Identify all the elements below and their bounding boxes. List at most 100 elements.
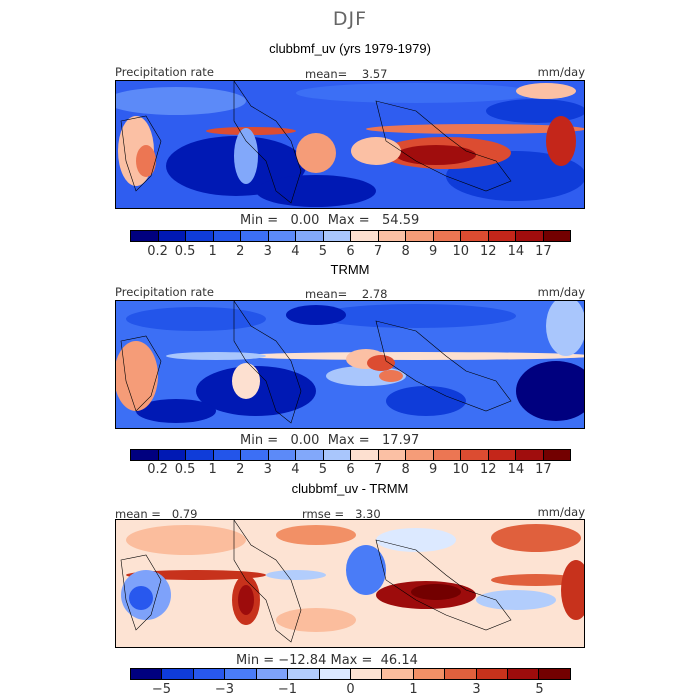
colorbar-swatch — [267, 231, 295, 241]
colorbar-tick-label: −3 — [214, 682, 235, 697]
panel1-title: clubbmf_uv (yrs 1979-1979) — [269, 41, 431, 56]
colorbar-swatch — [350, 450, 378, 460]
colorbar-tick-label: 2 — [236, 462, 245, 477]
colorbar-tick-label: −1 — [277, 682, 298, 697]
colorbar-tick-label: 14 — [507, 244, 525, 259]
colorbar-swatch — [295, 450, 323, 460]
panel3-map — [115, 519, 585, 648]
colorbar-tick-label: −5 — [151, 682, 172, 697]
panel2-variable-label: Precipitation rate — [115, 285, 214, 299]
panel3-mean-value: 0.79 — [171, 507, 198, 521]
colorbar-swatch — [405, 450, 433, 460]
panel3-mean-label: mean = — [115, 507, 161, 521]
colorbar-swatch — [349, 669, 382, 679]
panel1-min-value: 0.00 — [290, 213, 320, 228]
colorbar-swatch — [444, 669, 476, 679]
colorbar-swatch — [131, 669, 162, 679]
panel3-title: clubbmf_uv - TRMM — [291, 481, 409, 496]
colorbar-tick-label: 12 — [480, 244, 497, 259]
colorbar-tick-label: 10 — [452, 462, 470, 477]
panel2-min-value: 0.00 — [290, 433, 320, 448]
panel2-max-label: Max = — [327, 433, 370, 448]
panel3-max-value: 46.14 — [380, 653, 418, 668]
panel2-max-value: 17.97 — [382, 433, 420, 448]
colorbar-swatch — [224, 669, 256, 679]
colorbar-swatch — [507, 669, 539, 679]
panel2-map-field — [116, 301, 584, 428]
colorbar-tick-label: 0.2 — [147, 462, 168, 477]
panel2-mean-label: mean= — [305, 287, 348, 301]
colorbar-swatch — [542, 231, 570, 241]
panel2-minmax: Min = 0.00 Max = 17.97 — [240, 433, 419, 448]
colorbar-swatch — [157, 450, 185, 460]
panel3-min-value: −12.84 — [278, 653, 327, 668]
colorbar-swatch — [131, 231, 158, 241]
panel3-min-label: Min = — [236, 653, 275, 668]
colorbar-swatch — [131, 450, 158, 460]
panel2-colorbar-ticks: 0.2 0.5 1 2 3 4 5 6 7 8 9 10 12 14 17 — [130, 462, 571, 478]
colorbar-tick-label: 17 — [535, 462, 552, 477]
colorbar-swatch — [255, 669, 288, 679]
colorbar-swatch — [381, 669, 413, 679]
colorbar-tick-label: 1 — [208, 462, 217, 477]
colorbar-swatch — [487, 231, 515, 241]
colorbar-swatch — [212, 450, 240, 460]
colorbar-tick-label: 7 — [373, 244, 383, 259]
panel2-map — [115, 300, 585, 429]
colorbar-swatch — [157, 231, 185, 241]
colorbar-swatch — [192, 669, 225, 679]
colorbar-swatch — [318, 669, 350, 679]
colorbar-tick-label: 1 — [409, 682, 418, 697]
panel3-colorbar — [130, 668, 571, 680]
panel2-mean-value: 2.78 — [361, 287, 388, 301]
season-title: DJF — [332, 8, 368, 30]
colorbar-tick-label: 3 — [263, 462, 272, 477]
panel1-max-label: Max = — [327, 213, 370, 228]
panel1-colorbar — [130, 230, 571, 242]
panel1-units: mm/day — [537, 65, 585, 79]
panel1-min-label: Min = — [240, 213, 279, 228]
colorbar-swatch — [377, 231, 405, 241]
colorbar-swatch — [287, 669, 319, 679]
panel1-max-value: 54.59 — [382, 213, 420, 228]
colorbar-tick-label: 3 — [472, 682, 481, 697]
colorbar-tick-label: 5 — [318, 462, 328, 477]
colorbar-swatch — [322, 450, 350, 460]
colorbar-tick-label: 5 — [318, 244, 328, 259]
colorbar-swatch — [542, 450, 570, 460]
colorbar-swatch — [460, 231, 488, 241]
panel2-units: mm/day — [537, 285, 585, 299]
panel3-mean: mean = 0.79 — [115, 507, 197, 521]
panel3-minmax: Min = −12.84 Max = 46.14 — [236, 653, 418, 668]
colorbar-tick-label: 14 — [507, 462, 525, 477]
colorbar-tick-label: 9 — [429, 462, 438, 477]
panel3-colorbar-ticks: −5 −3 −1 0 1 3 5 — [130, 682, 571, 698]
colorbar-tick-label: 3 — [263, 244, 272, 259]
colorbar-swatch — [161, 669, 193, 679]
colorbar-swatch — [487, 450, 515, 460]
colorbar-swatch — [515, 231, 543, 241]
panel2-min-label: Min = — [240, 433, 279, 448]
colorbar-swatch — [295, 231, 323, 241]
colorbar-swatch — [240, 450, 268, 460]
colorbar-tick-label: 6 — [346, 462, 355, 477]
colorbar-tick-label: 0.5 — [174, 462, 196, 477]
colorbar-swatch — [475, 669, 508, 679]
colorbar-swatch — [538, 669, 570, 679]
colorbar-swatch — [212, 231, 240, 241]
panel3-rmse: rmse = 3.30 — [302, 507, 381, 521]
colorbar-swatch — [432, 231, 460, 241]
panel1-variable-label: Precipitation rate — [115, 65, 214, 79]
colorbar-swatch — [460, 450, 488, 460]
colorbar-tick-label: 12 — [480, 462, 497, 477]
colorbar-swatch — [185, 450, 213, 460]
colorbar-swatch — [412, 669, 445, 679]
panel2-title: TRMM — [330, 262, 370, 277]
colorbar-tick-label: 4 — [291, 462, 300, 477]
panel3-units: mm/day — [537, 505, 585, 519]
colorbar-swatch — [405, 231, 433, 241]
panel3-rmse-value: 3.30 — [355, 507, 381, 521]
panel3-map-field — [116, 520, 584, 647]
colorbar-tick-label: 10 — [452, 244, 470, 259]
colorbar-tick-label: 8 — [401, 244, 410, 259]
